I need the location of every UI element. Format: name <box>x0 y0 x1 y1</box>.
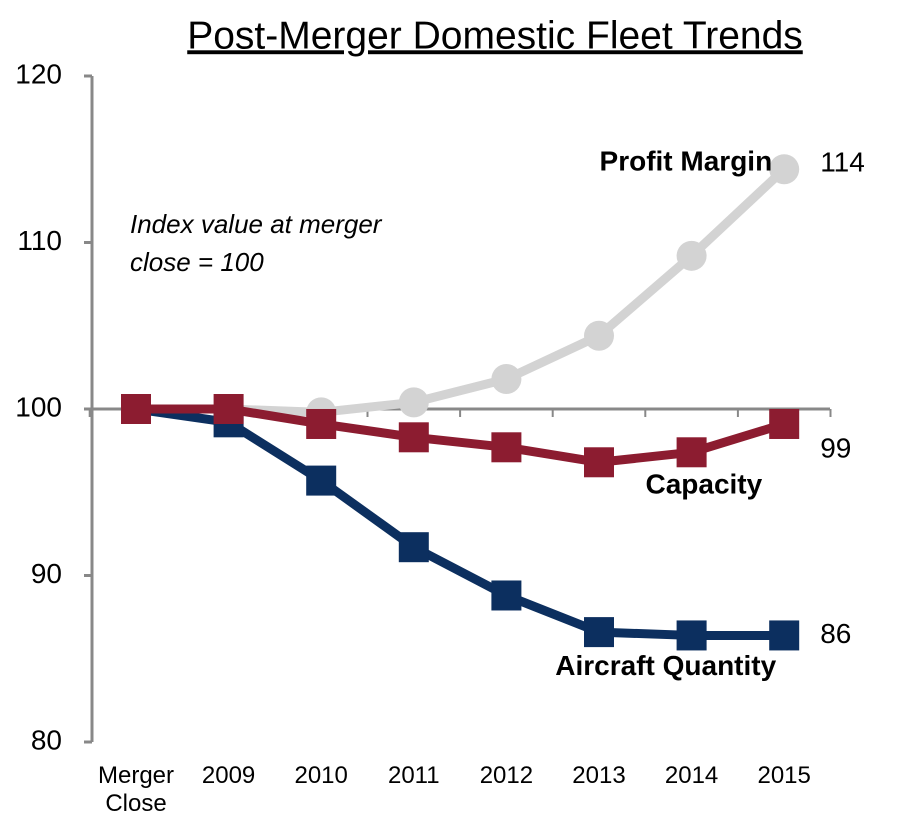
series-line <box>135 404 785 640</box>
value-label: 114 <box>820 147 865 178</box>
y-tick-label: 90 <box>31 558 62 589</box>
x-tick-label: 2013 <box>572 762 626 789</box>
marker <box>491 364 522 395</box>
marker <box>398 387 429 418</box>
series-label: Profit Margin <box>600 146 773 177</box>
chart-title: Post-Merger Domestic Fleet Trends <box>187 14 803 57</box>
marker <box>584 447 614 478</box>
value-label: 86 <box>820 618 851 649</box>
marker <box>676 240 707 271</box>
marker <box>213 394 244 424</box>
y-tick-label: 110 <box>17 225 62 256</box>
marker <box>491 580 522 611</box>
x-tick-label: Merger Close <box>97 762 175 817</box>
marker <box>769 620 800 651</box>
marker <box>769 154 800 185</box>
y-tick-label: 100 <box>15 391 62 422</box>
x-tick-label: 2009 <box>201 762 256 789</box>
x-tick-label: 2014 <box>664 762 719 789</box>
marker <box>491 432 522 463</box>
marker <box>121 394 151 424</box>
x-tick-label: 2011 <box>387 762 440 789</box>
marker <box>769 408 800 439</box>
marker <box>398 532 429 563</box>
y-tick-label: 80 <box>31 724 62 755</box>
x-tick-label: 2015 <box>757 762 811 789</box>
value-label: 99 <box>820 432 851 463</box>
marker <box>584 617 614 648</box>
series-line <box>136 165 788 417</box>
marker <box>306 408 337 439</box>
marker <box>676 620 707 651</box>
marker <box>584 320 614 351</box>
series-label: Capacity <box>645 468 762 499</box>
series-label: Aircraft Quantity <box>555 650 776 681</box>
marker <box>676 437 707 468</box>
x-tick-label: 2012 <box>479 762 534 789</box>
y-tick-label: 120 <box>15 58 62 89</box>
marker <box>398 422 429 453</box>
annotation: Index value at merger <box>130 209 383 239</box>
x-tick-label: 2010 <box>294 762 348 789</box>
marker <box>306 465 337 496</box>
annotation: close = 100 <box>130 247 264 277</box>
series-line <box>136 404 786 467</box>
